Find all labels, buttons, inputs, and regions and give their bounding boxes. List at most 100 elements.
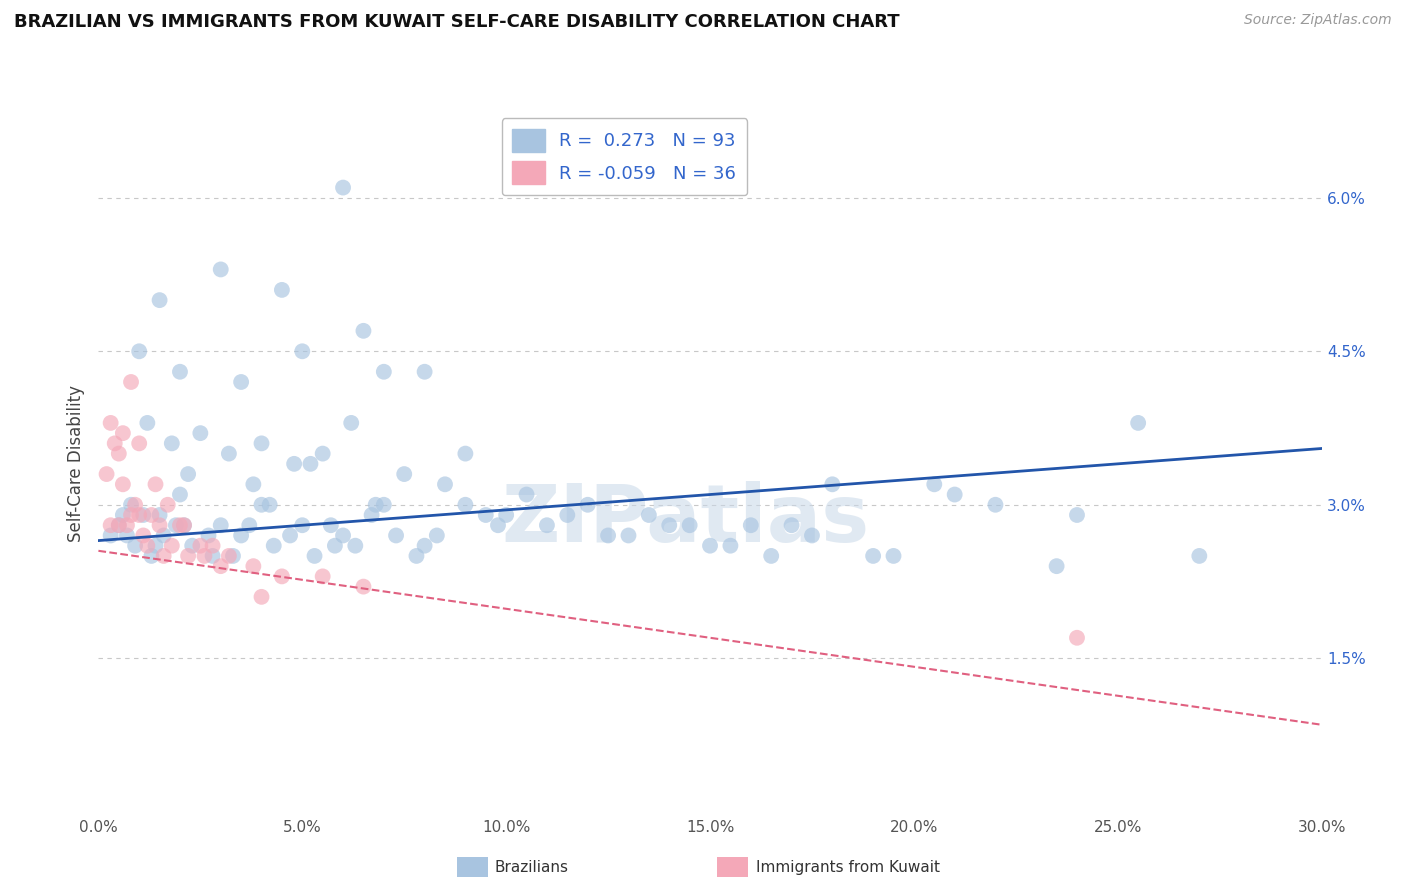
Point [120, 375, 142, 389]
Point [433, 477, 456, 491]
Point [1128, 416, 1150, 430]
Point [638, 508, 661, 522]
Point [218, 447, 240, 461]
Point [291, 518, 314, 533]
Point [364, 498, 387, 512]
Point [132, 528, 155, 542]
Point [197, 528, 219, 542]
Point [780, 518, 803, 533]
Point [201, 539, 224, 553]
Point [1066, 508, 1088, 522]
Point [263, 539, 285, 553]
Y-axis label: Self-Care Disability: Self-Care Disability [66, 385, 84, 542]
Point [344, 539, 367, 553]
Point [242, 477, 264, 491]
Point [270, 569, 294, 583]
Point [238, 518, 260, 533]
Point [108, 518, 131, 533]
Point [801, 528, 824, 542]
Point [100, 518, 122, 533]
Point [177, 549, 200, 563]
Point [299, 457, 322, 471]
Text: Brazilians: Brazilians [495, 860, 569, 874]
Point [270, 283, 294, 297]
Point [720, 539, 742, 553]
Text: BRAZILIAN VS IMMIGRANTS FROM KUWAIT SELF-CARE DISABILITY CORRELATION CHART: BRAZILIAN VS IMMIGRANTS FROM KUWAIT SELF… [14, 13, 900, 31]
Point [124, 498, 146, 512]
Text: Source: ZipAtlas.com: Source: ZipAtlas.com [1244, 13, 1392, 28]
Point [209, 518, 232, 533]
Point [145, 539, 167, 553]
Point [120, 508, 142, 522]
Point [291, 344, 314, 359]
Point [883, 549, 905, 563]
Text: Immigrants from Kuwait: Immigrants from Kuwait [756, 860, 941, 874]
Point [454, 498, 477, 512]
Point [352, 580, 374, 594]
Point [250, 498, 273, 512]
Point [352, 324, 374, 338]
Point [242, 559, 264, 574]
Point [169, 518, 191, 533]
Point [373, 498, 395, 512]
Point [1066, 631, 1088, 645]
Point [658, 518, 681, 533]
Point [740, 518, 762, 533]
Point [426, 528, 449, 542]
Point [474, 508, 498, 522]
Point [111, 426, 134, 441]
Point [516, 487, 538, 501]
Point [1188, 549, 1211, 563]
Point [188, 539, 212, 553]
Point [759, 549, 782, 563]
Point [557, 508, 579, 522]
Legend: R =  0.273   N = 93, R = -0.059   N = 36: R = 0.273 N = 93, R = -0.059 N = 36 [502, 118, 747, 195]
Point [108, 518, 131, 533]
Point [373, 365, 395, 379]
Point [169, 365, 191, 379]
Point [222, 549, 245, 563]
Point [96, 467, 118, 481]
Point [943, 487, 966, 501]
Point [699, 539, 721, 553]
Point [141, 508, 163, 522]
Point [100, 528, 122, 542]
Point [136, 416, 159, 430]
Point [104, 436, 127, 450]
Point [259, 498, 281, 512]
Point [821, 477, 844, 491]
Point [209, 262, 232, 277]
Point [169, 487, 191, 501]
Point [617, 528, 640, 542]
Point [152, 528, 174, 542]
Point [922, 477, 945, 491]
Point [201, 549, 224, 563]
Point [173, 518, 195, 533]
Point [332, 528, 354, 542]
Point [141, 549, 163, 563]
Point [312, 569, 335, 583]
Point [156, 498, 179, 512]
Point [576, 498, 599, 512]
Point [193, 549, 215, 563]
Point [360, 508, 382, 522]
Point [332, 180, 354, 194]
Point [115, 518, 138, 533]
Point [128, 436, 150, 450]
Point [250, 436, 273, 450]
Point [100, 416, 122, 430]
Point [231, 375, 253, 389]
Point [340, 416, 363, 430]
Point [862, 549, 884, 563]
Point [120, 498, 142, 512]
Point [160, 539, 183, 553]
Point [160, 436, 183, 450]
Point [181, 539, 204, 553]
Point [111, 477, 134, 491]
Point [312, 447, 335, 461]
Point [209, 559, 232, 574]
Point [392, 467, 416, 481]
Point [136, 539, 159, 553]
Point [145, 477, 167, 491]
Point [128, 508, 150, 522]
